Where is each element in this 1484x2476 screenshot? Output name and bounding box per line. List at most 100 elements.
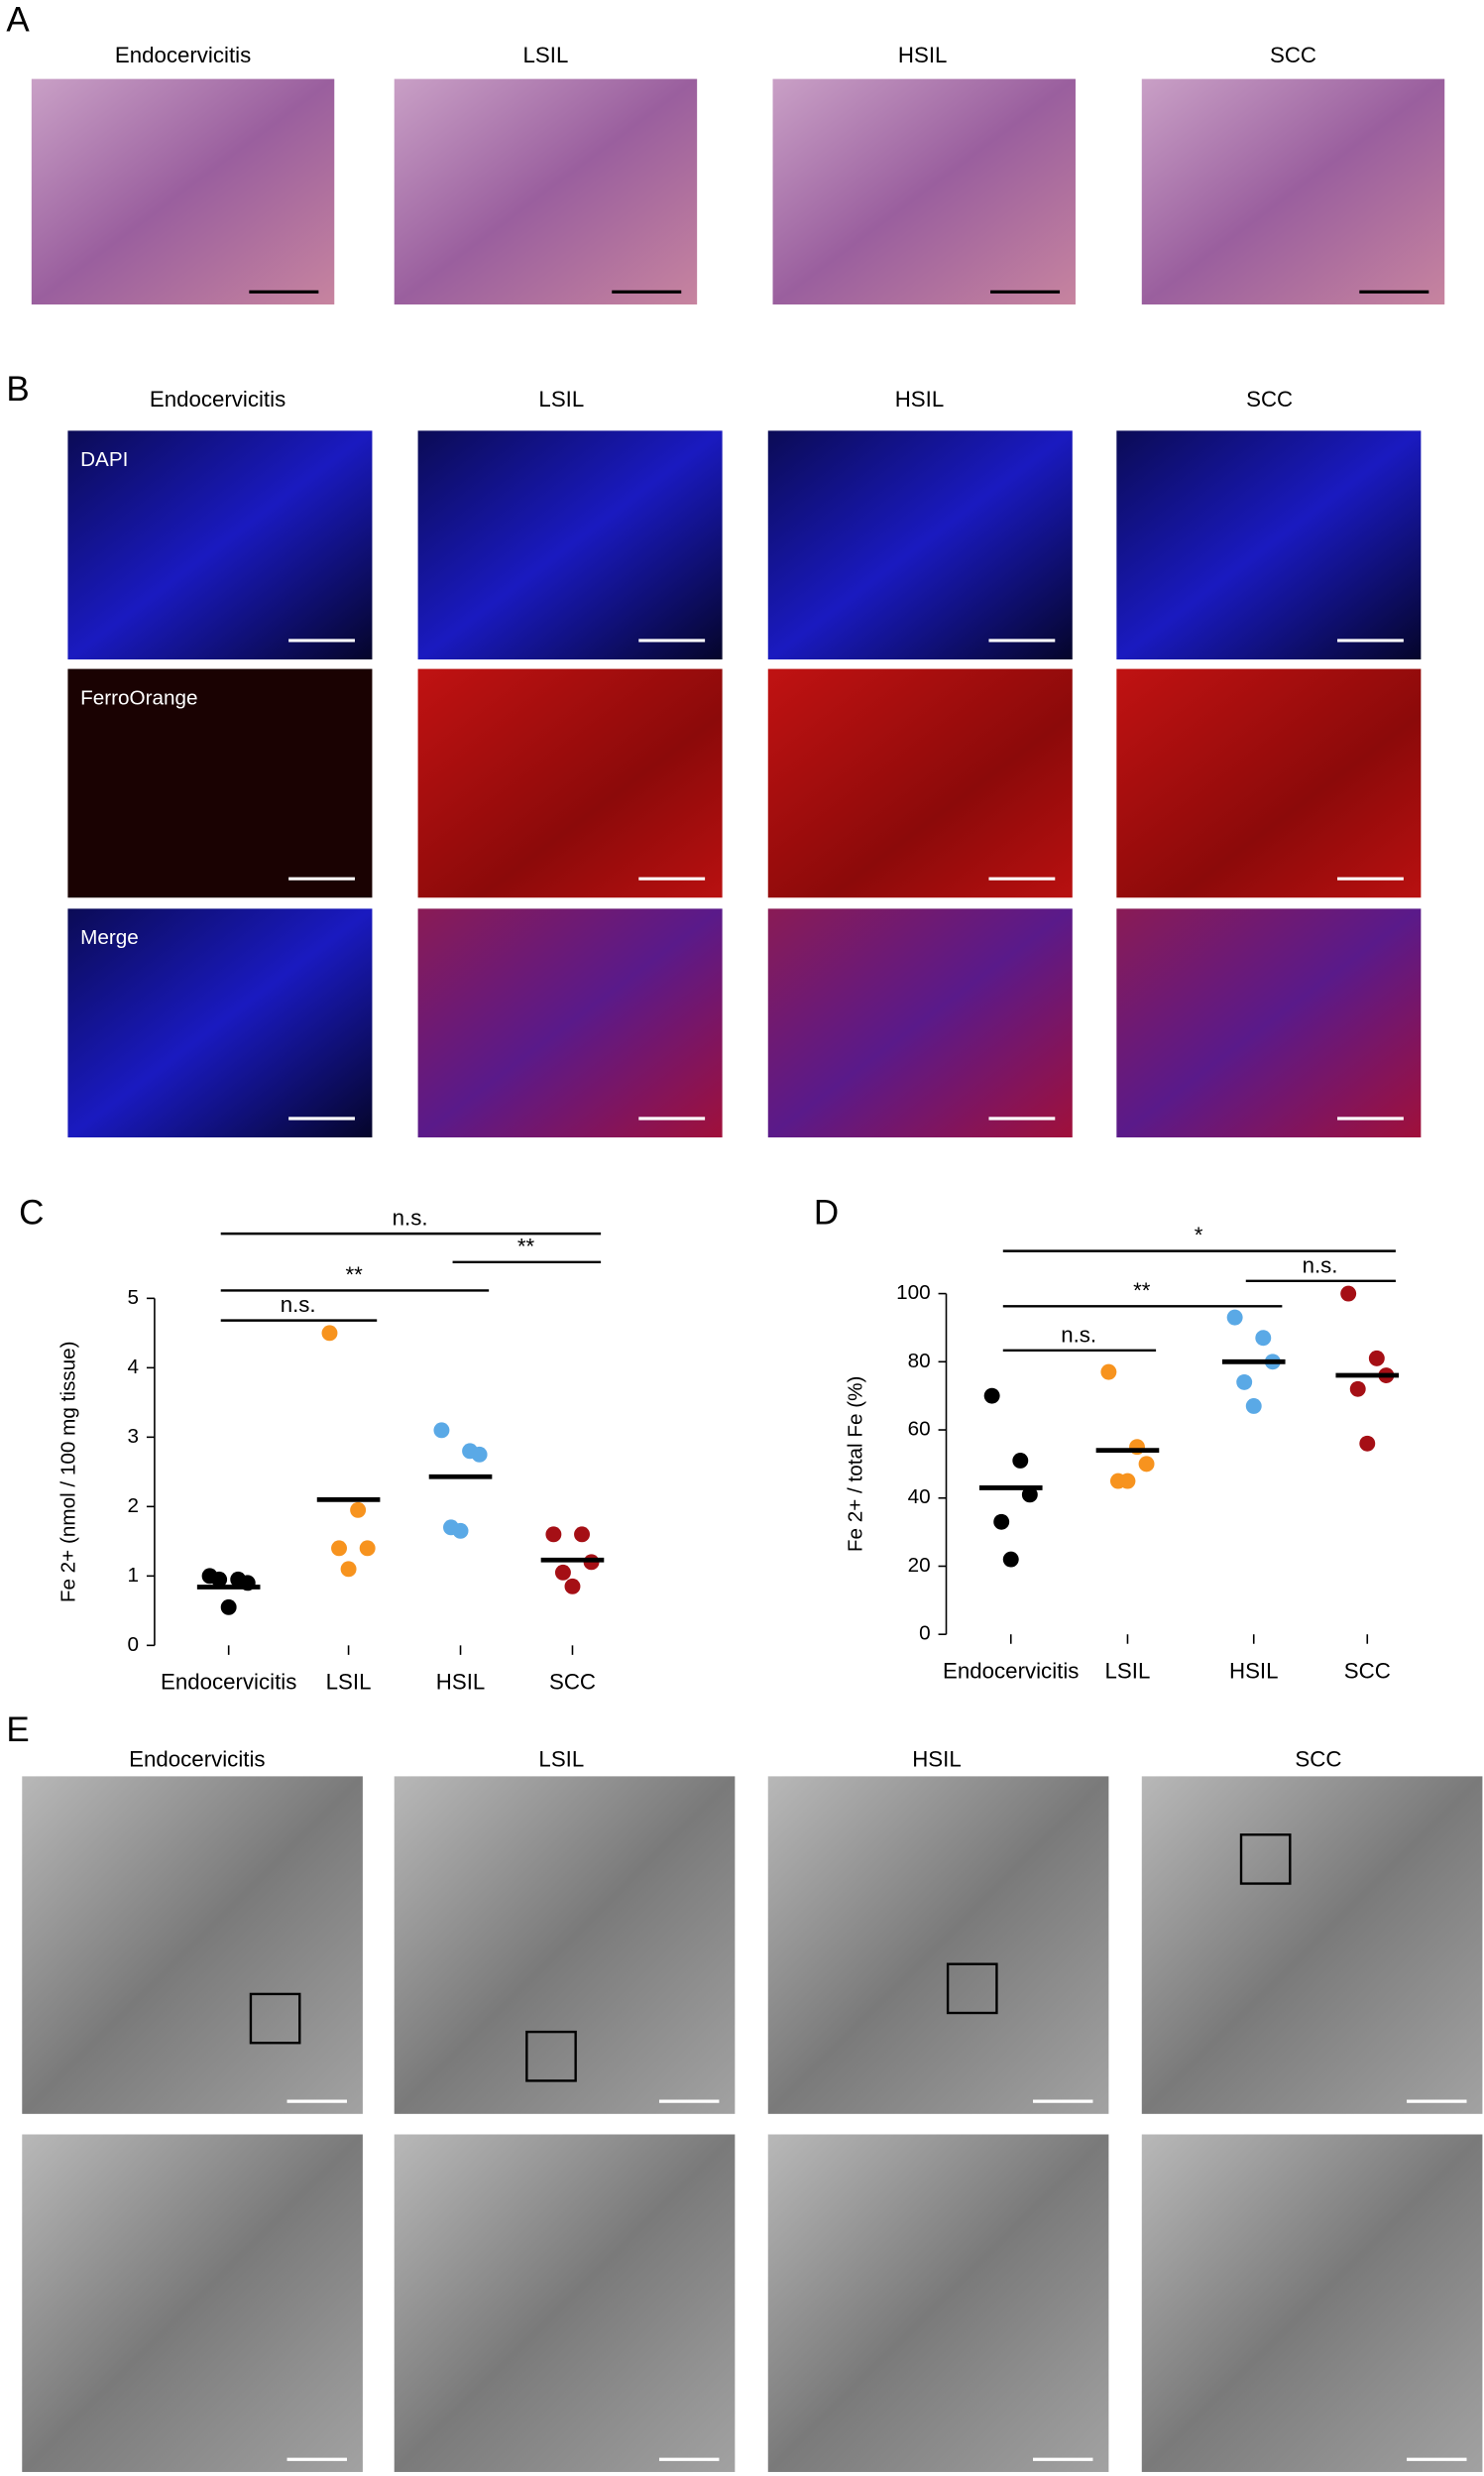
data-point bbox=[350, 1501, 367, 1518]
data-point bbox=[220, 1598, 237, 1615]
em-image bbox=[394, 1776, 736, 2114]
panel-letter: C bbox=[19, 1193, 44, 1232]
micrograph bbox=[1141, 78, 1445, 305]
fluorescence-image bbox=[767, 908, 1073, 1138]
x-tick-label: Endocervicitis bbox=[161, 1669, 296, 1694]
y-tick-label: 40 bbox=[908, 1485, 931, 1508]
data-point bbox=[1138, 1456, 1155, 1473]
column-title: LSIL bbox=[523, 43, 569, 67]
fluorescence-image bbox=[767, 430, 1073, 660]
zoom-box bbox=[249, 1992, 301, 2045]
x-tick-label: SCC bbox=[1344, 1658, 1391, 1683]
channel-label: DAPI bbox=[80, 448, 128, 471]
significance-label: n.s. bbox=[1303, 1252, 1338, 1277]
column-title: LSIL bbox=[538, 1746, 584, 1771]
micrograph bbox=[394, 78, 698, 305]
data-point bbox=[1359, 1435, 1376, 1452]
fluorescence-image bbox=[67, 430, 373, 660]
significance-label: * bbox=[1195, 1223, 1203, 1247]
panel-letter: B bbox=[6, 370, 29, 409]
fluorescence-image bbox=[67, 668, 373, 898]
column-title: SCC bbox=[1270, 43, 1316, 67]
data-point bbox=[1340, 1285, 1357, 1302]
data-point bbox=[433, 1422, 450, 1439]
x-tick-label: Endocervicitis bbox=[943, 1658, 1079, 1683]
column-title: LSIL bbox=[538, 387, 584, 412]
y-tick-label: 2 bbox=[127, 1494, 139, 1517]
em-image bbox=[767, 2134, 1109, 2472]
fluorescence-image bbox=[1116, 430, 1422, 660]
significance-label: ** bbox=[345, 1262, 363, 1287]
data-point bbox=[211, 1571, 228, 1588]
zoom-box bbox=[525, 2030, 577, 2082]
data-point bbox=[574, 1526, 590, 1543]
data-point bbox=[1012, 1453, 1029, 1469]
y-axis-label: Fe 2+ (nmol / 100 mg tissue) bbox=[57, 1342, 79, 1603]
zoom-box bbox=[946, 1962, 998, 2015]
micrograph bbox=[31, 78, 335, 305]
data-point bbox=[983, 1387, 1000, 1404]
data-point bbox=[1349, 1380, 1366, 1397]
column-title: HSIL bbox=[895, 387, 945, 412]
em-image bbox=[22, 1776, 363, 2114]
y-tick-label: 3 bbox=[127, 1425, 139, 1448]
data-point bbox=[993, 1513, 1010, 1530]
y-tick-label: 80 bbox=[908, 1350, 931, 1372]
x-tick-label: LSIL bbox=[326, 1669, 372, 1694]
x-tick-label: HSIL bbox=[1229, 1658, 1279, 1683]
data-point bbox=[321, 1325, 338, 1342]
column-title: Endocervicitis bbox=[129, 1746, 265, 1771]
panel-letter: A bbox=[6, 1, 30, 40]
channel-label: Merge bbox=[80, 926, 139, 949]
fluorescence-image bbox=[417, 668, 723, 898]
x-tick-label: LSIL bbox=[1105, 1658, 1151, 1683]
y-tick-label: 0 bbox=[127, 1633, 139, 1656]
significance-label: ** bbox=[517, 1234, 535, 1258]
data-point bbox=[1226, 1309, 1243, 1326]
y-tick-label: 100 bbox=[896, 1281, 931, 1304]
column-title: SCC bbox=[1246, 387, 1293, 412]
y-tick-label: 1 bbox=[127, 1564, 139, 1587]
data-point bbox=[1100, 1363, 1117, 1380]
data-point bbox=[1245, 1398, 1262, 1414]
column-title: HSIL bbox=[898, 43, 948, 67]
fluorescence-image bbox=[1116, 668, 1422, 898]
fluorescence-image bbox=[767, 668, 1073, 898]
fluorescence-image bbox=[1116, 908, 1422, 1138]
zoom-box bbox=[1239, 1833, 1292, 1885]
data-point bbox=[1368, 1350, 1385, 1366]
data-point bbox=[359, 1540, 376, 1557]
panel-letter: E bbox=[6, 1710, 29, 1749]
y-axis-label: Fe 2+ / total Fe (%) bbox=[844, 1376, 866, 1553]
data-point bbox=[1236, 1373, 1253, 1390]
y-tick-label: 4 bbox=[127, 1356, 139, 1378]
significance-label: n.s. bbox=[281, 1292, 316, 1317]
em-image bbox=[1141, 1776, 1483, 2114]
x-tick-label: HSIL bbox=[436, 1669, 486, 1694]
column-title: Endocervicitis bbox=[150, 387, 285, 412]
micrograph bbox=[772, 78, 1076, 305]
data-point bbox=[340, 1561, 357, 1578]
data-point bbox=[331, 1540, 347, 1557]
significance-label: n.s. bbox=[1061, 1322, 1096, 1347]
em-image bbox=[22, 2134, 363, 2472]
y-tick-label: 5 bbox=[127, 1286, 139, 1309]
fluorescence-image bbox=[417, 430, 723, 660]
x-tick-label: SCC bbox=[549, 1669, 596, 1694]
em-image bbox=[1141, 2134, 1483, 2472]
data-point bbox=[1021, 1486, 1038, 1503]
data-point bbox=[452, 1522, 469, 1539]
y-tick-label: 60 bbox=[908, 1417, 931, 1440]
data-point bbox=[554, 1564, 571, 1581]
y-tick-label: 0 bbox=[919, 1622, 931, 1645]
data-point bbox=[545, 1526, 562, 1543]
fluorescence-image bbox=[417, 908, 723, 1138]
column-title: HSIL bbox=[912, 1746, 962, 1771]
em-image bbox=[394, 2134, 736, 2472]
data-point bbox=[1002, 1551, 1019, 1568]
data-point bbox=[1255, 1330, 1272, 1347]
panel-letter: D bbox=[814, 1193, 839, 1232]
channel-label: FerroOrange bbox=[80, 686, 197, 709]
